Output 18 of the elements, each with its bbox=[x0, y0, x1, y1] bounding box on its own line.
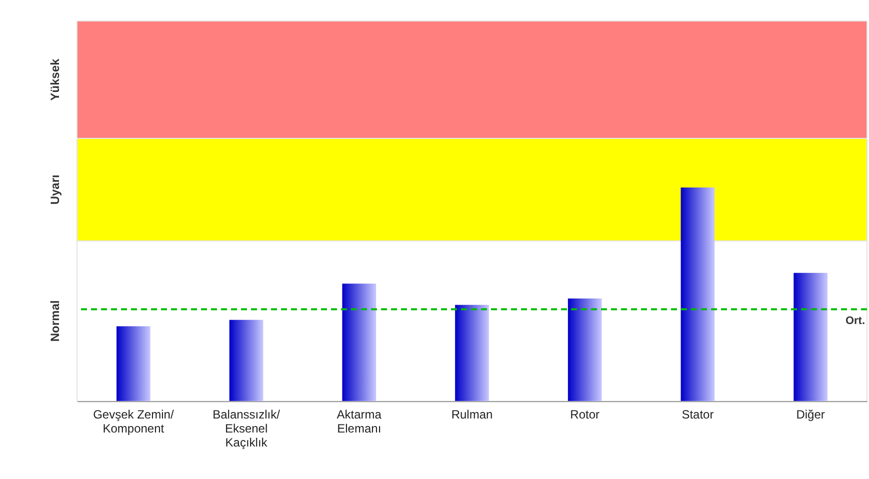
ref-line-label: Ort. bbox=[845, 315, 865, 328]
x-tick-label: Diğer bbox=[796, 408, 825, 422]
x-tick-label: Balanssızlık/ Eksenel Kaçıklık bbox=[212, 408, 281, 450]
band-label: Normal bbox=[48, 300, 62, 342]
x-tick-label: Rotor bbox=[570, 408, 600, 422]
bar bbox=[794, 272, 828, 401]
x-tick-label: Stator bbox=[682, 408, 714, 422]
bar bbox=[568, 298, 602, 401]
bar bbox=[455, 304, 489, 401]
band-label: Yüksek bbox=[48, 58, 62, 101]
bar bbox=[342, 284, 376, 401]
x-tick-label: Rulman bbox=[451, 408, 493, 422]
bar bbox=[116, 326, 150, 401]
band-label: Uyarı bbox=[48, 174, 62, 205]
bar bbox=[229, 320, 264, 401]
x-tick-label: Gevşek Zemin/ Komponent bbox=[93, 408, 174, 436]
bar bbox=[680, 188, 715, 401]
x-tick-label: Aktarma Elemanı bbox=[336, 408, 382, 436]
